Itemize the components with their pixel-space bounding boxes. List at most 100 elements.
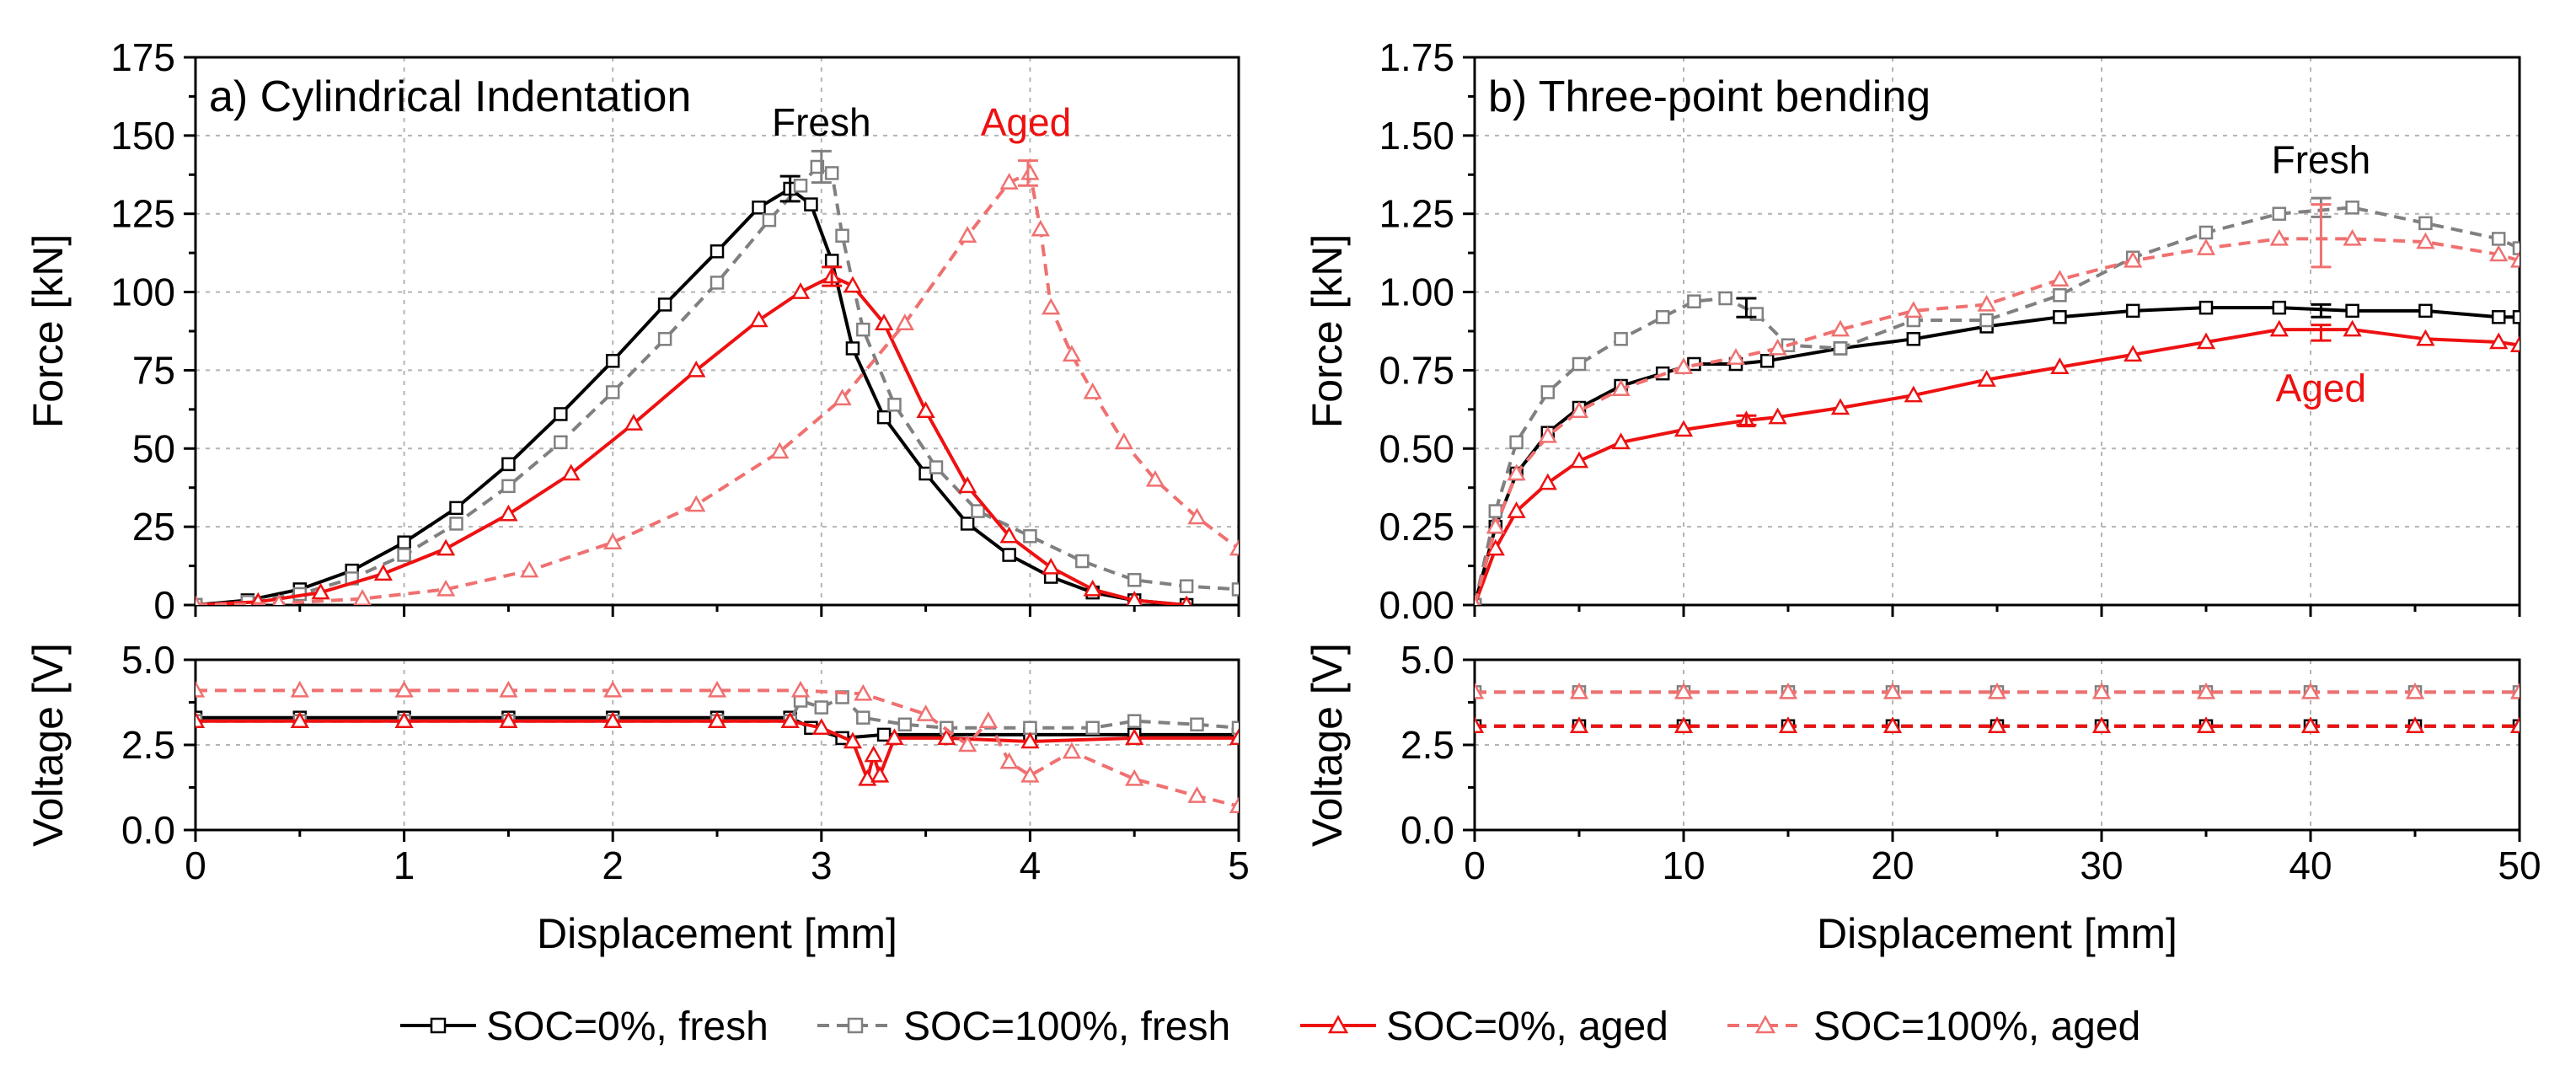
series-line: [195, 688, 1239, 808]
data-point: [1778, 716, 1798, 734]
x-tick-label: 30: [2080, 843, 2123, 887]
data-point: [710, 244, 725, 259]
error-bar: [1736, 297, 1757, 319]
data-point: [876, 727, 892, 742]
data-point: [1904, 385, 1923, 403]
legend: SOC=0%, fresh SOC=100%, fresh SOC=0%, aged…: [400, 1004, 2140, 1049]
data-point: [999, 173, 1019, 190]
legend-label: SOC=0%, aged: [1386, 1004, 1668, 1049]
data-point: [397, 548, 411, 562]
data-point: [2418, 216, 2433, 231]
data-point: [843, 276, 863, 293]
legend-label: SOC=100%, aged: [1813, 1004, 2140, 1049]
y-axis-title: Force [kN]: [1304, 234, 1351, 429]
data-point: [710, 276, 725, 290]
data-point: [1031, 219, 1050, 237]
data-point: [1830, 319, 1850, 337]
data-point: [2053, 310, 2067, 324]
y-axis-title: Voltage [V]: [1304, 643, 1351, 847]
y-tick-label: 1.25: [1379, 192, 1454, 236]
data-point: [1987, 716, 2007, 734]
data-point: [1181, 595, 1192, 605]
data-point: [1475, 682, 1485, 699]
data-point: [2125, 303, 2140, 319]
data-point: [1127, 714, 1142, 728]
x-tick-label: 3: [811, 843, 833, 887]
y-tick-label: 0.75: [1379, 348, 1454, 392]
data-point: [2196, 238, 2216, 255]
data-point: [2272, 206, 2287, 221]
y-tick-label: 0.50: [1379, 426, 1454, 470]
data-point: [1611, 432, 1631, 450]
data-point: [835, 228, 849, 243]
data-point: [2509, 716, 2520, 734]
data-point: [1002, 548, 1016, 562]
data-point: [856, 710, 870, 725]
data-point: [1687, 294, 1701, 308]
data-point: [1023, 529, 1037, 544]
data-point: [1127, 573, 1142, 587]
y-tick-label: 2.5: [121, 723, 175, 767]
data-point: [311, 582, 330, 600]
data-point: [1509, 435, 1524, 450]
data-point: [554, 407, 568, 421]
data-point: [605, 354, 620, 368]
data-point: [554, 435, 568, 450]
plot-area: [1475, 682, 2520, 734]
data-point: [603, 711, 623, 728]
data-point: [1726, 348, 1746, 365]
data-point: [957, 476, 977, 494]
data-point: [2405, 682, 2425, 699]
data-point: [957, 735, 977, 752]
x-tick-label: 5: [1228, 843, 1250, 887]
series-soc-0-fresh: [1475, 300, 2520, 605]
data-point: [1475, 595, 1481, 605]
data-point: [2300, 716, 2321, 734]
panel-title: a) Cylindrical Indentation: [209, 72, 691, 121]
data-point: [1488, 504, 1503, 518]
data-point: [2405, 716, 2425, 734]
series-line: [195, 719, 1239, 781]
data-point: [2198, 300, 2214, 315]
y-tick-label: 175: [110, 35, 175, 79]
x-axis-title: Displacement [mm]: [1817, 910, 2177, 957]
legend-label: SOC=100%, fresh: [903, 1004, 1230, 1049]
error-bar: [811, 149, 832, 185]
data-point: [752, 201, 766, 215]
data-point: [2050, 357, 2070, 374]
y-axis-title: Force [kN]: [24, 234, 72, 429]
data-point: [1540, 385, 1556, 399]
series-soc-100-aged: [195, 163, 1239, 605]
data-point: [1759, 354, 1775, 368]
legend-marker: [847, 1017, 864, 1034]
plot-area: [195, 680, 1239, 813]
data-point: [1125, 728, 1144, 746]
data-point: [501, 457, 516, 472]
data-point: [876, 410, 892, 425]
data-point: [845, 341, 860, 356]
series-line: [1475, 306, 2520, 605]
x-tick-label: 50: [2498, 843, 2541, 887]
data-point: [2091, 716, 2112, 734]
data-point: [1145, 469, 1165, 487]
data-point: [2343, 319, 2362, 337]
data-point: [2196, 682, 2216, 699]
series-line: [195, 187, 1187, 605]
data-point: [707, 680, 727, 698]
data-point: [897, 717, 913, 732]
data-point: [854, 683, 873, 701]
data-point: [1674, 716, 1694, 734]
data-point: [1114, 432, 1133, 450]
data-point: [195, 711, 206, 728]
data-point: [1126, 590, 1143, 605]
data-point: [1655, 310, 1670, 324]
data-point: [1187, 507, 1207, 525]
data-point: [1507, 463, 1526, 481]
y-tick-label: 1.75: [1379, 35, 1454, 79]
x-axis-title: Displacement [mm]: [537, 910, 897, 957]
data-point: [999, 752, 1019, 769]
plot-area: [195, 159, 1239, 605]
legend-item: SOC=0%, fresh: [400, 1004, 769, 1049]
y-axis-title: Voltage [V]: [24, 643, 72, 847]
data-point: [1979, 313, 1994, 328]
